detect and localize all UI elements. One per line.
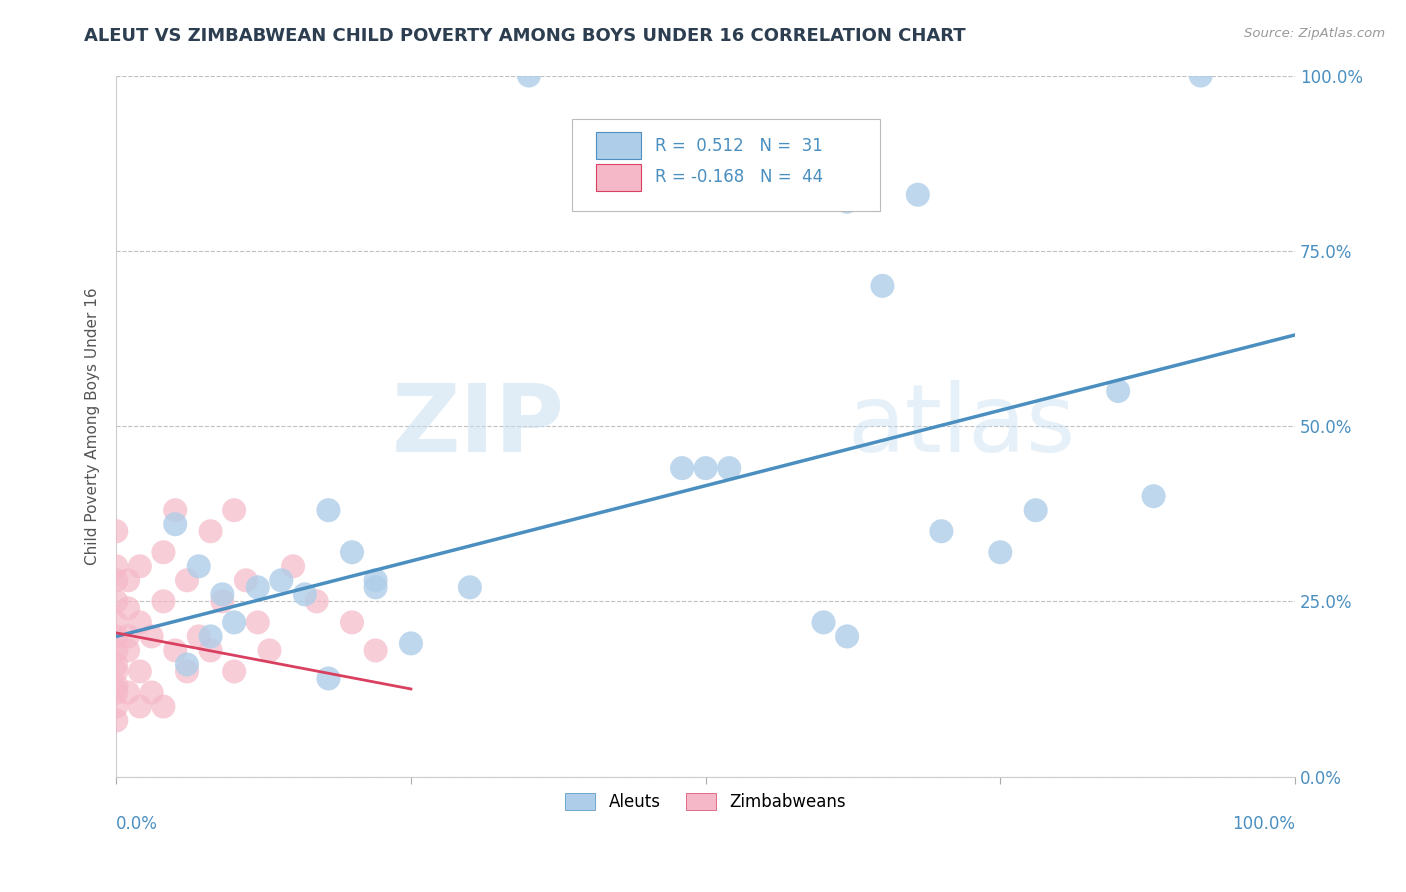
Point bbox=[318, 503, 340, 517]
Point bbox=[200, 629, 222, 643]
Point bbox=[176, 665, 198, 679]
Point bbox=[152, 699, 174, 714]
Point bbox=[364, 643, 387, 657]
Point bbox=[176, 574, 198, 588]
Point bbox=[105, 615, 128, 630]
Point bbox=[671, 461, 693, 475]
Point bbox=[294, 587, 316, 601]
Point bbox=[105, 574, 128, 588]
Point bbox=[105, 678, 128, 692]
Point bbox=[128, 615, 150, 630]
Point bbox=[399, 636, 422, 650]
Point bbox=[931, 524, 953, 539]
Point bbox=[152, 545, 174, 559]
Point bbox=[1025, 503, 1047, 517]
Point bbox=[200, 524, 222, 539]
Point bbox=[517, 69, 540, 83]
Point bbox=[117, 643, 139, 657]
Point bbox=[246, 615, 269, 630]
Text: 0.0%: 0.0% bbox=[117, 815, 157, 833]
Point bbox=[211, 587, 233, 601]
Point bbox=[117, 574, 139, 588]
Point bbox=[364, 580, 387, 594]
Point bbox=[105, 699, 128, 714]
Point bbox=[187, 559, 209, 574]
FancyBboxPatch shape bbox=[596, 164, 641, 191]
FancyBboxPatch shape bbox=[596, 132, 641, 159]
Point bbox=[105, 524, 128, 539]
Point bbox=[165, 517, 187, 532]
Point bbox=[458, 580, 481, 594]
Point bbox=[128, 699, 150, 714]
Point bbox=[105, 629, 128, 643]
Point bbox=[224, 503, 246, 517]
Point bbox=[270, 574, 292, 588]
Point bbox=[835, 194, 858, 209]
Point bbox=[128, 559, 150, 574]
Point bbox=[141, 629, 163, 643]
Point bbox=[117, 629, 139, 643]
Point bbox=[224, 665, 246, 679]
Point bbox=[907, 187, 929, 202]
Text: 100.0%: 100.0% bbox=[1232, 815, 1295, 833]
Y-axis label: Child Poverty Among Boys Under 16: Child Poverty Among Boys Under 16 bbox=[86, 287, 100, 565]
Point bbox=[364, 574, 387, 588]
Point bbox=[105, 714, 128, 728]
Text: Source: ZipAtlas.com: Source: ZipAtlas.com bbox=[1244, 27, 1385, 40]
Text: atlas: atlas bbox=[846, 380, 1076, 472]
Point bbox=[340, 545, 363, 559]
Point bbox=[141, 685, 163, 699]
Point bbox=[1107, 384, 1129, 398]
Point bbox=[105, 559, 128, 574]
Point bbox=[176, 657, 198, 672]
Point bbox=[246, 580, 269, 594]
Point bbox=[105, 665, 128, 679]
Text: R =  0.512   N =  31: R = 0.512 N = 31 bbox=[655, 136, 823, 154]
Point bbox=[152, 594, 174, 608]
Point bbox=[1142, 489, 1164, 503]
Point bbox=[318, 672, 340, 686]
Point bbox=[1189, 69, 1212, 83]
Point bbox=[235, 574, 257, 588]
Point bbox=[187, 629, 209, 643]
Point bbox=[200, 643, 222, 657]
Point bbox=[211, 594, 233, 608]
Point bbox=[305, 594, 328, 608]
Text: ZIP: ZIP bbox=[391, 380, 564, 472]
Point bbox=[105, 685, 128, 699]
Point bbox=[718, 461, 741, 475]
Point bbox=[165, 643, 187, 657]
Point bbox=[813, 615, 835, 630]
Text: R = -0.168   N =  44: R = -0.168 N = 44 bbox=[655, 169, 823, 186]
Point bbox=[281, 559, 304, 574]
Point bbox=[105, 657, 128, 672]
Point bbox=[128, 665, 150, 679]
Point bbox=[340, 615, 363, 630]
Point bbox=[695, 461, 717, 475]
Point bbox=[988, 545, 1011, 559]
Point bbox=[872, 278, 894, 293]
Point bbox=[105, 594, 128, 608]
Point bbox=[165, 503, 187, 517]
Point bbox=[224, 615, 246, 630]
Text: ALEUT VS ZIMBABWEAN CHILD POVERTY AMONG BOYS UNDER 16 CORRELATION CHART: ALEUT VS ZIMBABWEAN CHILD POVERTY AMONG … bbox=[84, 27, 966, 45]
FancyBboxPatch shape bbox=[572, 119, 880, 211]
Legend: Aleuts, Zimbabweans: Aleuts, Zimbabweans bbox=[558, 786, 852, 817]
Point bbox=[259, 643, 281, 657]
Point bbox=[117, 601, 139, 615]
Point bbox=[835, 629, 858, 643]
Point bbox=[105, 643, 128, 657]
Point bbox=[117, 685, 139, 699]
